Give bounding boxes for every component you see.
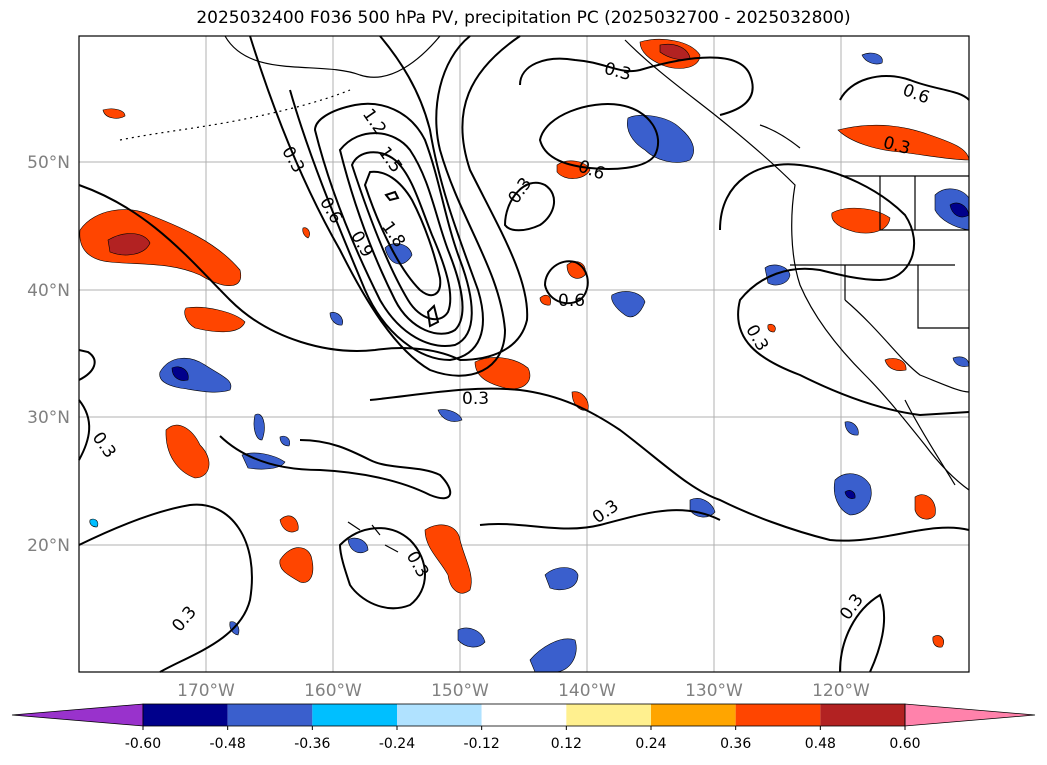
map-title: 2025032400 F036 500 hPa PV, precipitatio… bbox=[196, 8, 851, 28]
lon-tick-label: 160°W bbox=[304, 681, 362, 701]
lon-tick-label: 130°W bbox=[685, 681, 743, 701]
map-frame bbox=[78, 35, 970, 673]
lat-tick-label: 40°N bbox=[27, 281, 70, 301]
colorbar-segment bbox=[735, 704, 821, 726]
colorbar-segment bbox=[566, 704, 651, 726]
lat-tick-label: 50°N bbox=[27, 153, 70, 173]
colorbar-tick-label: 0.36 bbox=[720, 736, 751, 752]
colorbar-tick-label: -0.24 bbox=[379, 736, 415, 752]
colorbar-tick-label: 0.48 bbox=[805, 736, 836, 752]
colorbar-extend-min bbox=[11, 703, 144, 727]
contour-label: 0.6 bbox=[558, 291, 585, 311]
colorbar-tick-label: 0.24 bbox=[635, 736, 666, 752]
colorbar-segment bbox=[397, 704, 482, 726]
colorbar-segment bbox=[481, 704, 567, 726]
pv-contours bbox=[78, 35, 970, 673]
colorbar-tick-label: -0.36 bbox=[294, 736, 330, 752]
lon-tick-label: 120°W bbox=[812, 681, 870, 701]
colorbar-segment bbox=[820, 704, 905, 726]
coastlines bbox=[119, 35, 970, 553]
colorbar-segment bbox=[651, 704, 736, 726]
colorbar-tick-label: -0.12 bbox=[464, 736, 500, 752]
colorbar-segment bbox=[143, 704, 228, 726]
lon-tick-label: 140°W bbox=[558, 681, 616, 701]
colorbar-segment bbox=[227, 704, 313, 726]
colorbar-extend-max bbox=[904, 703, 1036, 727]
colorbar-tick-label: 0.60 bbox=[889, 736, 920, 752]
lat-tick-label: 30°N bbox=[27, 408, 70, 428]
lon-tick-label: 170°W bbox=[177, 681, 235, 701]
precip-positive-areas bbox=[79, 39, 970, 648]
lon-axis: 170°W 160°W 150°W 140°W 130°W 120°W bbox=[177, 681, 870, 701]
map-background bbox=[79, 36, 969, 672]
colorbar-tick-label: -0.48 bbox=[210, 736, 246, 752]
colorbar-tick-label: -0.60 bbox=[125, 736, 161, 752]
precip-negative-areas bbox=[89, 52, 970, 673]
colorbar-frame bbox=[142, 703, 906, 727]
lon-tick-label: 150°W bbox=[431, 681, 489, 701]
lat-tick-label: 20°N bbox=[27, 536, 70, 556]
colorbar: -0.60 -0.48 -0.36 -0.24 -0.12 0.12 0.24 0.36 0.4… bbox=[11, 703, 1036, 752]
colorbar-tick-label: 0.12 bbox=[551, 736, 582, 752]
colorbar-segment bbox=[312, 704, 397, 726]
lat-axis: 50°N 40°N 30°N 20°N bbox=[27, 153, 70, 556]
contour-label: 0.3 bbox=[462, 389, 489, 409]
